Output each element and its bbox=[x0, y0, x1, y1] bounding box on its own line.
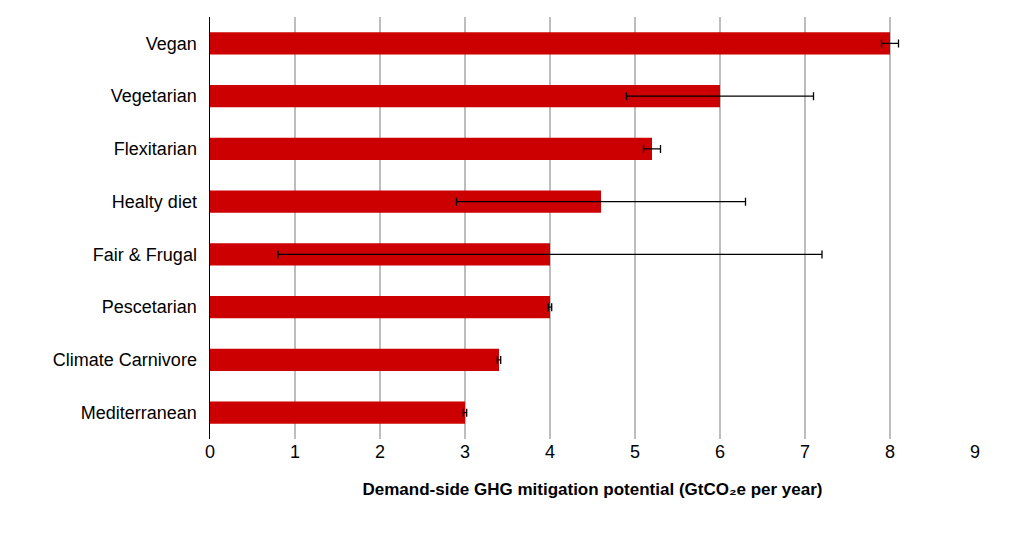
svg-text:1: 1 bbox=[290, 442, 300, 462]
svg-text:2: 2 bbox=[375, 442, 385, 462]
svg-text:Fair & Frugal: Fair & Frugal bbox=[93, 245, 197, 265]
svg-text:7: 7 bbox=[800, 442, 810, 462]
svg-text:Climate Carnivore: Climate Carnivore bbox=[53, 350, 197, 370]
svg-text:8: 8 bbox=[885, 442, 895, 462]
svg-text:9: 9 bbox=[970, 442, 980, 462]
svg-text:4: 4 bbox=[545, 442, 555, 462]
svg-text:Healty diet: Healty diet bbox=[112, 192, 197, 212]
svg-text:3: 3 bbox=[460, 442, 470, 462]
svg-text:5: 5 bbox=[630, 442, 640, 462]
svg-text:0: 0 bbox=[205, 442, 215, 462]
svg-text:Flexitarian: Flexitarian bbox=[114, 139, 197, 159]
svg-text:Demand-side GHG mitigation pot: Demand-side GHG mitigation potential (Gt… bbox=[362, 480, 822, 499]
svg-text:Vegetarian: Vegetarian bbox=[111, 86, 197, 106]
svg-text:6: 6 bbox=[715, 442, 725, 462]
svg-text:Mediterranean: Mediterranean bbox=[81, 403, 197, 423]
svg-text:Pescetarian: Pescetarian bbox=[102, 297, 197, 317]
svg-text:Vegan: Vegan bbox=[146, 34, 197, 54]
